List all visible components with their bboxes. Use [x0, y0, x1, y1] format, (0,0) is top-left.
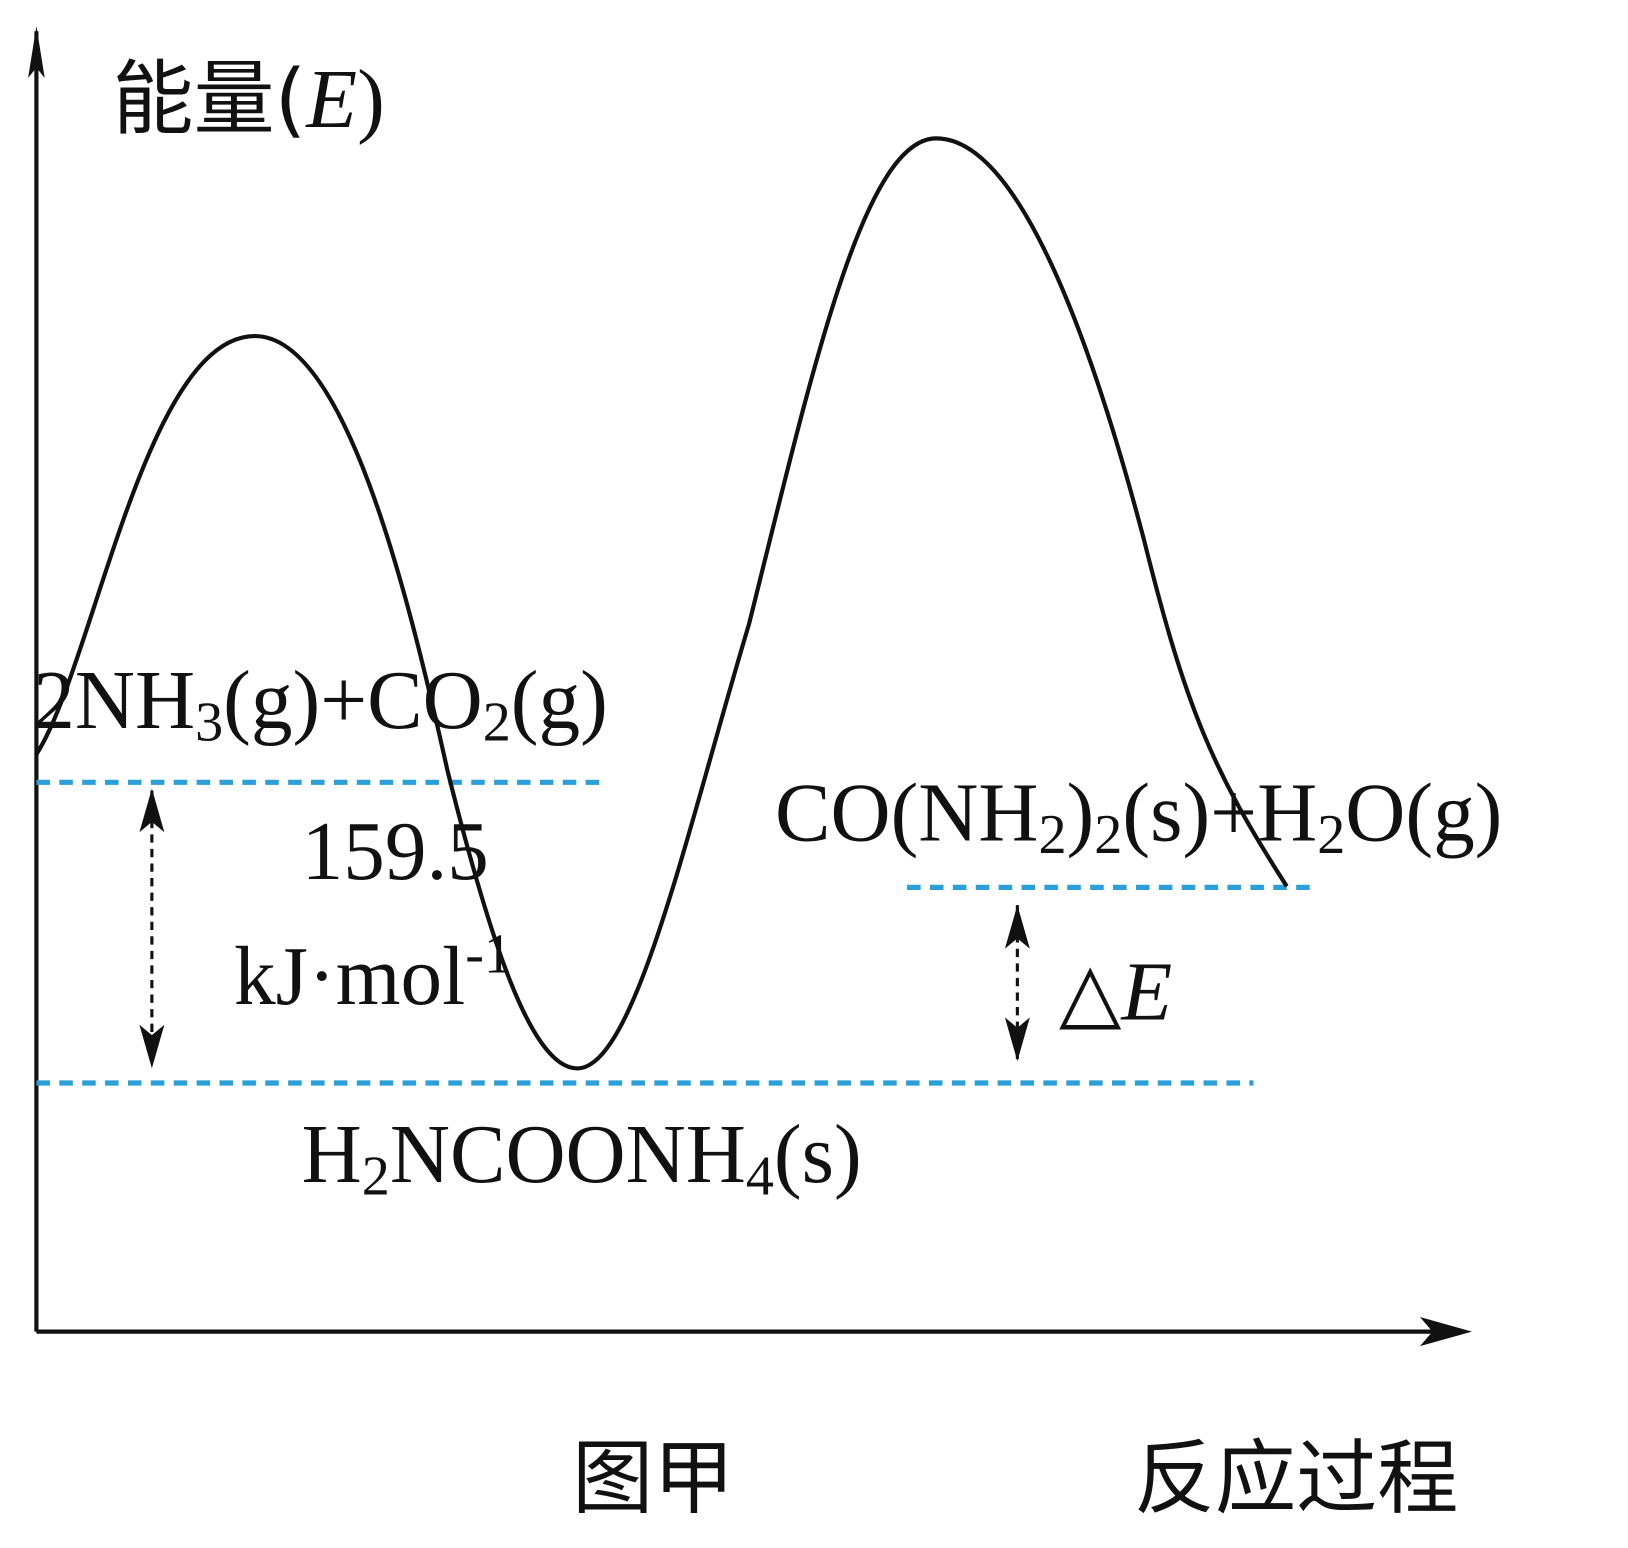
reactants-label: 2NH3(g)+CO2(g): [33, 655, 608, 753]
x-arrow: [1419, 1317, 1472, 1347]
intermediate-label: H2NCOONH4(s): [302, 1109, 862, 1207]
energy-curve: [34, 136, 1289, 1071]
delta-arrow-heads: [1004, 905, 1030, 1062]
x-axis-label: 反应过程: [1134, 1432, 1459, 1526]
y-arrow: [28, 26, 45, 79]
y-axis-label: 能量(E): [112, 53, 384, 147]
products-label: CO(NH2)2(s)+H2O(g): [775, 768, 1502, 866]
gap-value: 159.5: [302, 806, 489, 898]
delta-label: △E: [1059, 946, 1172, 1040]
gap-unit: kJ·mol-1: [234, 924, 512, 1023]
caption: 图甲: [572, 1432, 734, 1526]
